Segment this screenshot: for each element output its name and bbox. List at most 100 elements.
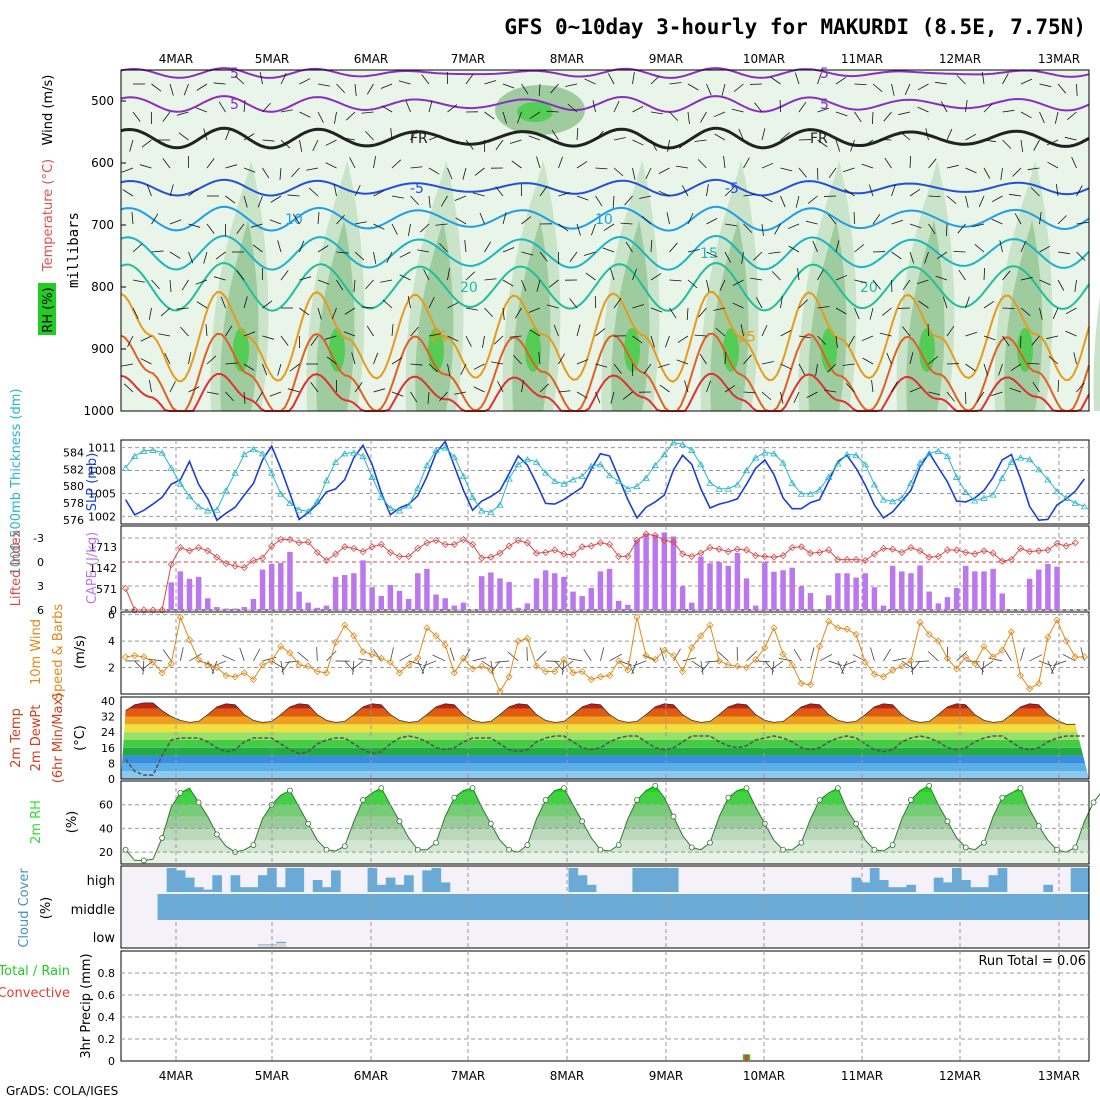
y-tick-label: 1713 <box>89 541 117 554</box>
wind-barb <box>576 161 588 169</box>
wind-barb <box>132 243 143 253</box>
lifted-index-point <box>386 548 394 556</box>
cape-bar <box>780 570 786 610</box>
cloud-bar <box>248 887 259 892</box>
wind-barb <box>391 195 404 199</box>
cape-bar <box>442 598 448 610</box>
lifted-index-point <box>870 550 878 558</box>
wind-barb <box>687 83 699 91</box>
wind-barb <box>259 72 263 85</box>
lifted-index-point <box>569 551 577 559</box>
y-tick-label: 578 <box>63 497 84 510</box>
thickness-point <box>724 485 732 492</box>
wind-barb <box>687 279 698 289</box>
wind-barb <box>390 128 393 141</box>
wind-barb <box>793 391 800 404</box>
wind-barb <box>325 139 337 146</box>
wind-barb <box>421 74 430 85</box>
wind-barb <box>1010 363 1022 372</box>
cloud-bar <box>997 868 1008 892</box>
cape-bar <box>999 593 1005 610</box>
x-tick-label-top: 13MAR <box>1038 52 1080 66</box>
wind-barb <box>770 76 781 85</box>
y-tick-label: 0 <box>37 556 44 569</box>
thickness-point <box>514 461 522 468</box>
wind-speed-point <box>843 625 851 633</box>
wind-barb <box>835 335 838 348</box>
wind-barb <box>953 250 966 253</box>
cloud-bar <box>796 894 807 920</box>
cloud-bar <box>413 894 423 920</box>
y-tick-label: 1000 <box>83 404 114 418</box>
wind-barb <box>121 363 134 367</box>
wind-barb <box>817 269 824 281</box>
wind-barb <box>361 111 374 114</box>
wind-speed-point <box>806 681 815 689</box>
cape-bar <box>679 586 686 610</box>
lifted-index-point <box>469 540 477 548</box>
wind-barb <box>280 139 291 149</box>
thickness-point <box>779 459 787 466</box>
cape-bar <box>661 532 668 610</box>
y-tick-label: 576 <box>63 514 84 527</box>
wind-barb <box>679 139 689 149</box>
wind-speed-point <box>724 661 732 669</box>
rh-point <box>1054 846 1060 853</box>
rh-point <box>743 785 750 792</box>
wind-barb <box>659 647 665 662</box>
wind-barb <box>336 83 345 94</box>
legend-label: Wind (m/s) <box>41 75 56 146</box>
wind-barb <box>787 223 800 230</box>
wind-barb <box>815 363 818 376</box>
cloud-bar <box>349 894 359 920</box>
contour-label: 20 <box>460 280 478 296</box>
wind-barb <box>724 385 736 393</box>
lifted-index-point <box>185 547 194 555</box>
lifted-index-point <box>624 552 632 560</box>
wind-barb <box>419 223 430 233</box>
cape-bar <box>853 577 859 610</box>
wind-barb <box>1020 111 1032 119</box>
wind-barb <box>225 195 236 204</box>
y-tick-label: 1002 <box>88 510 116 523</box>
wind-barb <box>569 251 578 262</box>
wind-barb <box>1067 111 1077 121</box>
rh-point <box>195 799 202 806</box>
cloud-bar <box>942 882 953 892</box>
rh-point <box>926 782 933 789</box>
wind-barb <box>132 279 145 283</box>
wind-barb <box>958 269 966 281</box>
cloud-bar <box>614 894 624 920</box>
wind-barb <box>806 391 818 398</box>
wind-barb <box>936 251 948 260</box>
wind-barb <box>771 660 784 670</box>
lifted-index-point <box>322 556 331 564</box>
lifted-index-point <box>879 544 888 552</box>
y-tick-label: 1005 <box>88 487 116 500</box>
wind-barb <box>215 251 226 260</box>
wind-speed-point <box>971 660 979 668</box>
wind-speed-point <box>268 657 276 665</box>
wind-barb <box>428 297 435 309</box>
wind-barb <box>447 363 451 376</box>
wind-barb <box>551 129 559 141</box>
cape-bar <box>625 604 631 610</box>
wind-barb <box>250 223 263 228</box>
wind-speed-point <box>1080 653 1088 661</box>
wind-barb <box>449 647 455 662</box>
wind-barb <box>817 335 827 345</box>
thickness-point <box>249 445 258 453</box>
wind-barb <box>869 307 874 320</box>
cape-bar <box>615 600 622 610</box>
cape-bar <box>387 584 394 610</box>
cloud-bar <box>878 894 889 920</box>
rh-point <box>561 785 567 792</box>
wind-speed-point <box>350 632 358 640</box>
wind-barb <box>465 307 478 311</box>
thickness-point <box>569 476 577 483</box>
wind-speed-point <box>779 650 787 658</box>
thickness-point <box>697 461 705 468</box>
wind-barb <box>432 654 446 662</box>
wind-barb <box>269 391 282 397</box>
temperature-band <box>121 724 1089 733</box>
